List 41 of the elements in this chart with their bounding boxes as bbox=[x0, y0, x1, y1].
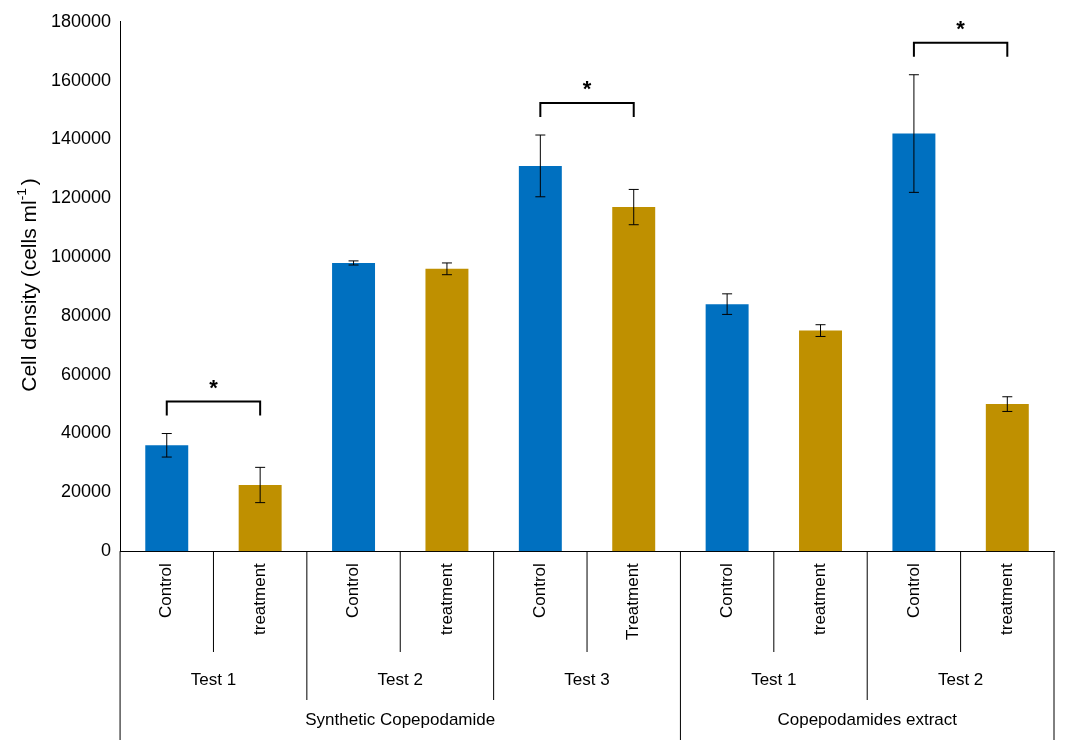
annotation: * bbox=[209, 374, 219, 400]
x-tick-label: treatment bbox=[436, 562, 456, 635]
bar bbox=[892, 133, 936, 552]
bar bbox=[985, 404, 1029, 552]
y-tick-label: 140000 bbox=[50, 128, 112, 149]
y-tick-label: 80000 bbox=[61, 304, 112, 325]
y-axis-title: Cell density (cells ml-1) bbox=[14, 178, 40, 392]
annotation: * bbox=[956, 15, 966, 41]
bar bbox=[799, 330, 842, 552]
y-tick-label: 60000 bbox=[61, 363, 112, 384]
x-tick-label: treatment bbox=[249, 562, 269, 635]
y-tick-label: 20000 bbox=[61, 481, 112, 502]
x-tick-label: Control bbox=[343, 563, 363, 618]
x-tick-label: Control bbox=[530, 563, 550, 618]
y-tick-label: 180000 bbox=[50, 10, 112, 31]
y-tick-label: 0 bbox=[101, 540, 112, 561]
text: Test 2 bbox=[937, 669, 984, 689]
bar bbox=[425, 268, 469, 552]
x-tick-label: Treatment bbox=[623, 562, 643, 640]
bar bbox=[612, 207, 656, 552]
text: Test 3 bbox=[564, 669, 610, 689]
bar bbox=[332, 262, 376, 552]
bar bbox=[145, 445, 189, 552]
annotation: * bbox=[582, 76, 592, 102]
x-tick-label: Control bbox=[716, 563, 736, 618]
x-tick-label: treatment bbox=[810, 562, 830, 635]
text: Test 2 bbox=[377, 669, 423, 689]
text: Test 1 bbox=[751, 669, 797, 689]
y-tick-label: 100000 bbox=[50, 246, 112, 267]
bar bbox=[518, 165, 562, 552]
text: Copepodamides extract bbox=[777, 709, 958, 729]
bar bbox=[705, 304, 749, 552]
y-tick-label: 40000 bbox=[61, 422, 112, 443]
text: Synthetic Copepodamide bbox=[305, 709, 496, 729]
y-tick-label: 120000 bbox=[50, 187, 112, 208]
x-tick-label: Control bbox=[903, 563, 923, 618]
text: Test 1 bbox=[190, 669, 237, 689]
x-tick-label: Control bbox=[156, 563, 176, 618]
bar bbox=[238, 484, 282, 552]
y-tick-label: 160000 bbox=[50, 69, 112, 90]
x-tick-label: treatment bbox=[996, 562, 1016, 635]
